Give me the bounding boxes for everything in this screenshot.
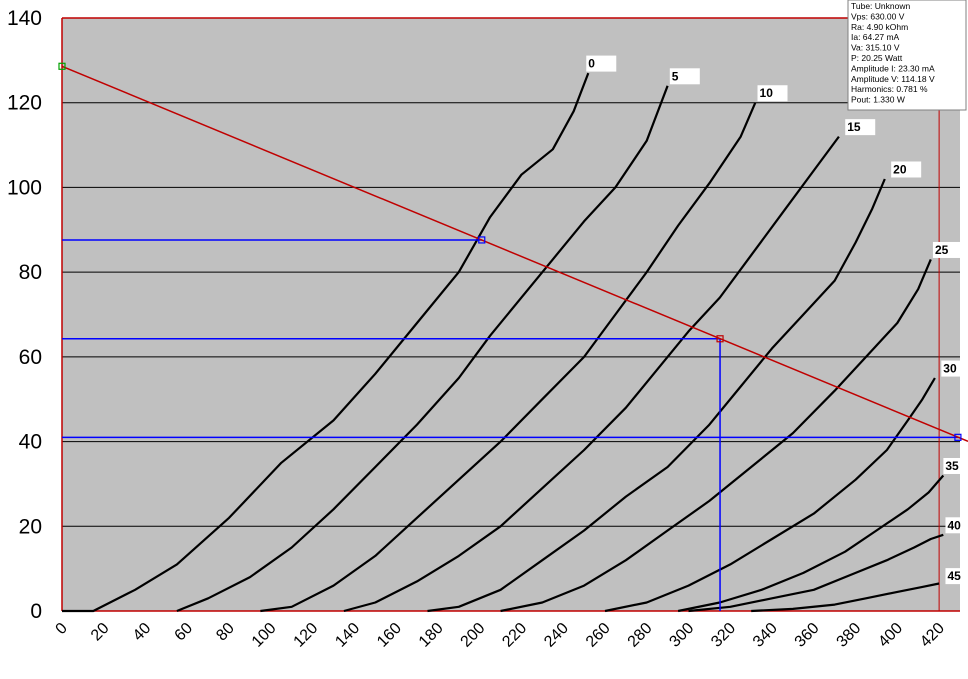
limit-frame: [61, 17, 960, 612]
operating-lines: [62, 239, 958, 611]
curve-20: [427, 178, 886, 613]
curve-label: 45: [947, 569, 961, 583]
info-line: Vps: 630.00 V: [851, 11, 905, 21]
load-line-start-marker: [58, 62, 66, 70]
curve-label-box: [941, 360, 968, 377]
x-tick-label: 280: [625, 620, 656, 651]
x-tick-label: 20: [88, 620, 113, 645]
load-line: [61, 65, 968, 443]
curve-label-box: [891, 161, 922, 178]
curve-label-box: [945, 568, 968, 585]
info-line: Ra: 4.90 kOhm: [851, 22, 908, 32]
curve-label-box: [669, 68, 700, 85]
x-tick-label: 100: [249, 620, 280, 651]
characteristic-curves: [62, 72, 945, 613]
x-tick-label: 240: [541, 620, 572, 651]
x-tick-label: 140: [332, 620, 363, 651]
curve-15: [343, 135, 840, 613]
curve-label-box: [932, 241, 963, 258]
x-tick-label: 120: [291, 620, 322, 651]
x-tick-label: 260: [583, 620, 614, 651]
y-tick-label: 80: [19, 261, 42, 284]
x-tick-label: 80: [213, 620, 238, 645]
y-tick-label: 140: [7, 7, 42, 30]
x-tick-label: 420: [917, 620, 948, 651]
curve-label: 40: [947, 518, 961, 532]
x-tick-label: 0: [53, 620, 71, 638]
x-tick-label: 60: [172, 620, 197, 645]
curve-35: [677, 474, 945, 613]
x-tick-label: 300: [666, 620, 697, 651]
curve-label: 35: [945, 459, 959, 473]
curve-label: 5: [672, 69, 679, 83]
curve-label: 10: [760, 86, 774, 100]
curve-25: [500, 258, 932, 613]
info-panel-background: [847, 0, 967, 111]
curve-label-box: [757, 85, 788, 102]
curve-labels: 0 5 10 15 20 25 30 35 40 45: [586, 55, 968, 585]
curve-label: 15: [847, 120, 861, 134]
curve-10: [260, 102, 757, 613]
swing-point-marker: [954, 433, 962, 441]
info-line: Tube: Unknown: [851, 1, 910, 11]
curve-label: 30: [943, 362, 957, 376]
info-line: Amplitude V: 114.18 V: [851, 74, 935, 84]
curve-30: [604, 377, 936, 613]
x-tick-label: 400: [875, 620, 906, 651]
x-tick-label: 360: [792, 620, 823, 651]
x-tick-label: 40: [130, 620, 155, 645]
x-tick-label: 380: [834, 620, 865, 651]
x-tick-labels: 0 20 40 60 80 100 120 140 160 180 200 220 240 260 280 3…: [53, 620, 949, 651]
curve-label: 20: [893, 162, 907, 176]
y-tick-label: 120: [7, 92, 42, 115]
curve-45: [751, 582, 940, 613]
info-line: P: 20.25 Watt: [851, 53, 903, 63]
plot-area: [62, 18, 960, 611]
x-tick-label: 160: [374, 620, 405, 651]
info-line: Pout: 1.330 W: [851, 95, 905, 105]
curve-5: [176, 85, 669, 613]
x-tick-label: 200: [458, 620, 489, 651]
curve-label-box: [586, 55, 617, 72]
curve-label-box: [943, 457, 968, 474]
x-tick-label: 220: [499, 620, 530, 651]
curve-40: [688, 533, 944, 613]
info-line: Va: 315.10 V: [851, 43, 900, 53]
curve-0: [62, 72, 590, 613]
info-line: Ia: 64.27 mA: [851, 32, 900, 42]
y-tick-label: 20: [19, 515, 42, 538]
x-tick-label: 320: [708, 620, 739, 651]
y-tick-label: 40: [19, 431, 42, 454]
y-tick-label: 100: [7, 176, 42, 199]
curve-label-box: [845, 119, 876, 136]
operating-point-marker: [716, 335, 724, 343]
x-tick-label: 180: [416, 620, 447, 651]
info-line: Amplitude I: 23.30 mA: [851, 63, 935, 73]
curve-label: 25: [935, 243, 949, 257]
info-panel: Tube: Unknown Vps: 630.00 V Ra: 4.90 kOh…: [847, 0, 967, 111]
y-tick-labels: 0 20 40 60 80 100 120 140: [7, 7, 42, 623]
swing-point-marker: [478, 236, 486, 244]
load-line-group: [58, 62, 968, 443]
info-line: Harmonics: 0.781 %: [851, 84, 928, 94]
x-tick-label: 340: [750, 620, 781, 651]
curve-label-box: [945, 517, 968, 534]
curve-label: 0: [588, 57, 595, 71]
y-tick-label: 60: [19, 346, 42, 369]
y-tick-label: 0: [30, 600, 42, 623]
